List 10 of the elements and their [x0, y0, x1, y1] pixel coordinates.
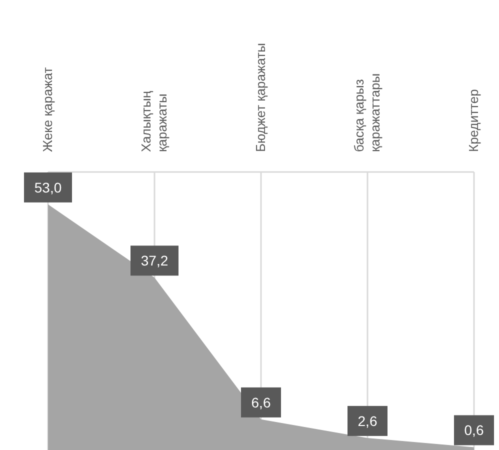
- x-tick-label: Бюджет қаражаты: [253, 43, 268, 152]
- x-tick-label: Кредиттер: [466, 89, 481, 152]
- data-label: 6,6: [251, 394, 271, 410]
- data-label: 37,2: [140, 252, 168, 269]
- data-label: 2,6: [358, 412, 378, 429]
- x-tick-label: басқа қарыз қаражаттары: [352, 73, 382, 152]
- x-tick-label: Жеке қаражат: [40, 67, 55, 152]
- data-label: 0,6: [464, 422, 484, 438]
- data-label: 53,0: [34, 179, 62, 196]
- x-tick-label: Халықтың қаражаты: [138, 90, 170, 152]
